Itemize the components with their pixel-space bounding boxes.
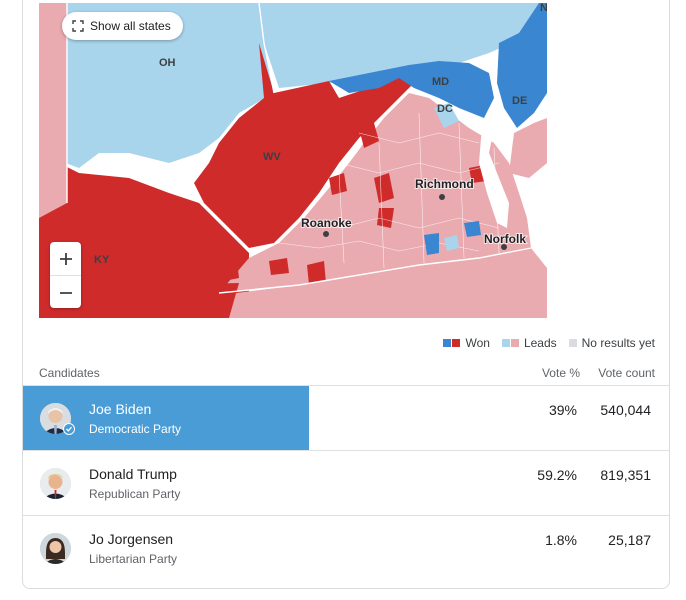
winner-check-icon	[63, 423, 75, 435]
city-label-richmond: Richmond	[415, 177, 474, 191]
city-label-roanoke: Roanoke	[301, 216, 352, 230]
candidate-row[interactable]: Donald Trump Republican Party 59.2% 819,…	[23, 451, 669, 516]
avatar	[40, 468, 71, 499]
state-label-de: DE	[512, 95, 527, 107]
results-card: OH WV KY MD DC DE NJ Richmond Roanoke No…	[22, 0, 670, 589]
vote-percentage: 1.8%	[545, 532, 577, 548]
vote-pct-header: Vote %	[541, 366, 580, 380]
zoom-out-button[interactable]	[50, 275, 81, 308]
state-label-ky: KY	[94, 254, 110, 266]
show-all-states-label: Show all states	[90, 19, 171, 33]
minus-icon	[59, 286, 73, 300]
state-label-nj: NJ	[540, 3, 547, 14]
legend-won-label: Won	[465, 336, 490, 350]
plus-icon	[59, 252, 73, 266]
vote-percentage: 59.2%	[537, 467, 577, 483]
expand-icon	[72, 20, 84, 32]
leads-swatch	[501, 339, 519, 347]
vote-count: 540,044	[600, 402, 651, 418]
election-map[interactable]: OH WV KY MD DC DE NJ Richmond Roanoke No…	[39, 3, 547, 318]
legend-leads-label: Leads	[523, 336, 557, 350]
show-all-states-button[interactable]: Show all states	[62, 12, 183, 40]
candidate-row[interactable]: Jo Jorgensen Libertarian Party 1.8% 25,1…	[23, 516, 669, 580]
zoom-in-button[interactable]	[50, 242, 81, 275]
city-label-norfolk: Norfolk	[484, 232, 526, 246]
candidate-name: Jo Jorgensen	[89, 531, 174, 547]
state-label-dc: DC	[437, 103, 453, 115]
vote-count: 819,351	[600, 467, 651, 483]
candidate-name: Donald Trump	[89, 466, 177, 482]
candidate-row[interactable]: Joe Biden Democratic Party 39% 540,044	[23, 386, 669, 451]
legend-no-results: No results yet	[568, 336, 655, 350]
results-table-header: Candidates Vote % Vote count	[23, 363, 669, 386]
vote-count-header: Vote count	[598, 366, 655, 380]
won-swatch	[443, 339, 461, 347]
legend-no-results-label: No results yet	[581, 336, 655, 350]
legend-won: Won	[443, 336, 490, 350]
state-label-oh: OH	[159, 57, 176, 69]
map-legend: Won Leads No results yet	[443, 336, 655, 350]
avatar	[40, 533, 71, 564]
candidate-party: Libertarian Party	[89, 552, 178, 566]
state-label-wv: WV	[263, 151, 281, 163]
legend-leads: Leads	[501, 336, 557, 350]
candidate-party: Republican Party	[89, 487, 181, 501]
vote-count: 25,187	[608, 532, 651, 548]
state-label-md: MD	[432, 76, 449, 88]
candidates-header: Candidates	[39, 366, 100, 380]
vote-percentage: 39%	[548, 402, 577, 418]
candidate-name: Joe Biden	[89, 401, 152, 417]
candidate-party: Democratic Party	[89, 422, 182, 436]
no-results-swatch	[568, 339, 577, 347]
zoom-controls	[50, 242, 81, 308]
